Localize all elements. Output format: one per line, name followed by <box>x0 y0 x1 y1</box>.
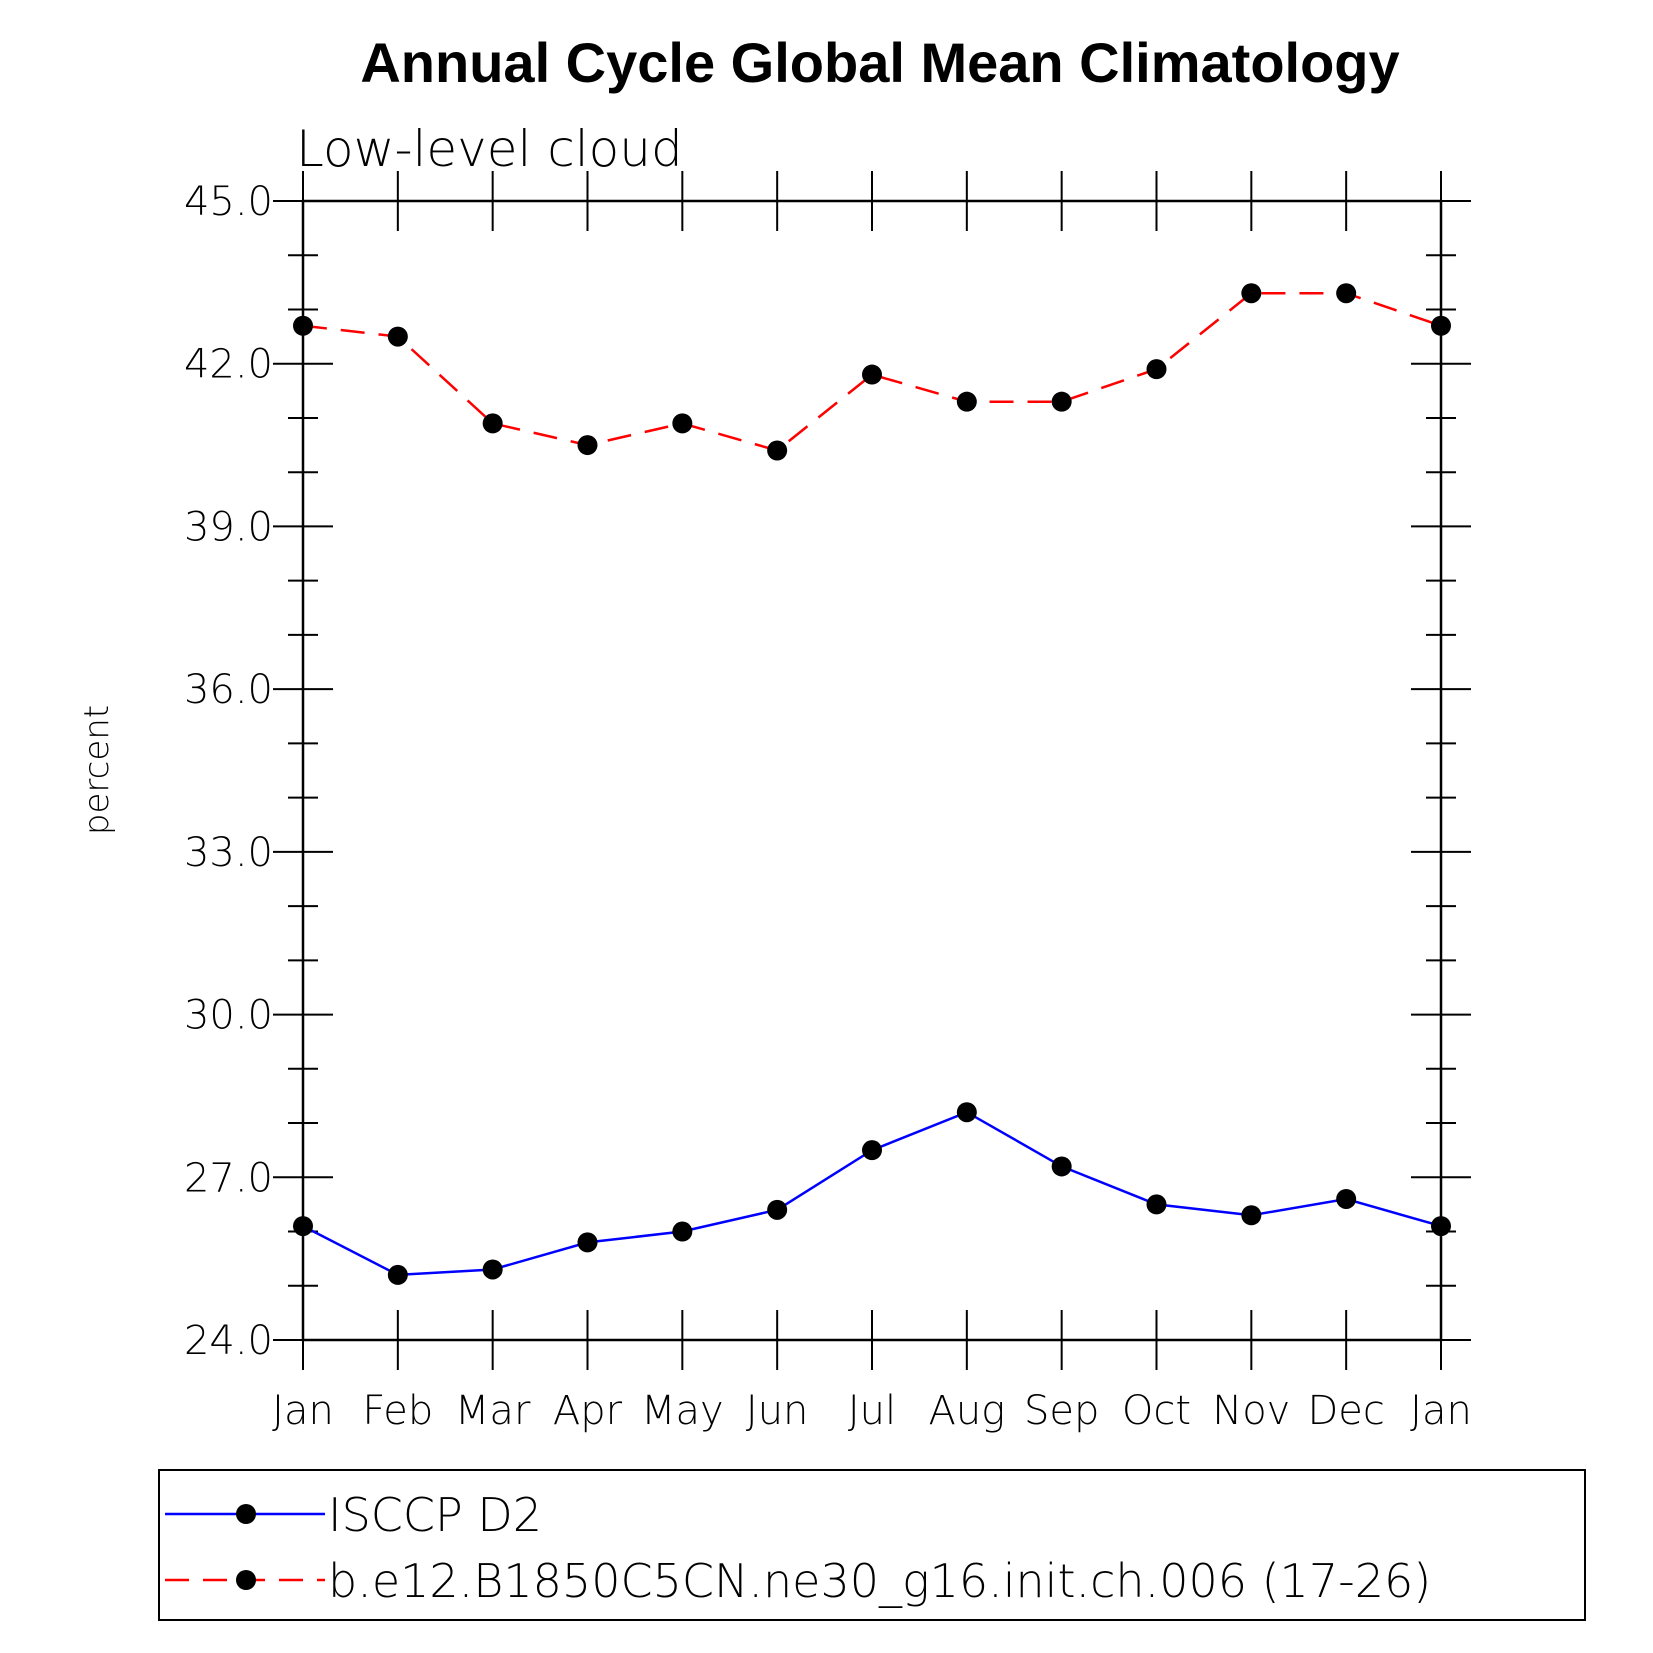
series-0-point <box>1146 1194 1167 1215</box>
x-tick-label: Nov <box>1212 1388 1290 1434</box>
series-1-point <box>387 326 408 347</box>
x-tick-label: Jul <box>848 1388 896 1434</box>
legend-label-model: b.e12.B1850C5CN.ne30_g16.init.ch.006 (17… <box>328 1554 1431 1608</box>
series-0-point <box>1241 1205 1262 1226</box>
series-0-point <box>767 1199 788 1220</box>
y-tick-label: 27.0 <box>184 1155 273 1201</box>
x-tick-label: Feb <box>362 1388 433 1434</box>
x-tick-label: Jun <box>746 1388 809 1434</box>
series-layer <box>293 283 1451 1285</box>
series-1-point <box>293 315 313 336</box>
legend-box <box>158 1469 1586 1621</box>
series-0-point <box>482 1259 503 1280</box>
y-tick-label: 45.0 <box>184 179 273 225</box>
series-line-0 <box>302 1110 1442 1277</box>
series-1-point <box>482 413 503 434</box>
series-1-point <box>862 364 882 385</box>
x-tick-label: Jan <box>1410 1388 1472 1434</box>
x-tick-label: May <box>641 1388 724 1434</box>
legend-marker-isccp <box>236 1504 256 1524</box>
x-tick-label: Sep <box>1024 1388 1099 1434</box>
y-tick-label: 33.0 <box>184 830 273 876</box>
series-0-point <box>862 1140 882 1161</box>
series-1-point <box>1051 391 1072 412</box>
y-axis-label: percent <box>77 705 117 835</box>
axes: 24.0 27.0 30.0 33.0 36.0 39.0 42.0 45.0 Jan Feb Ma… <box>184 171 1472 1434</box>
legend-marker-model <box>236 1570 256 1590</box>
series-0-point <box>1336 1188 1357 1209</box>
x-tick-label: Apr <box>553 1388 623 1434</box>
series-0-point <box>387 1264 408 1285</box>
x-tick-label: Oct <box>1122 1388 1191 1434</box>
series-0-point <box>293 1216 313 1237</box>
series-1-point <box>1431 315 1451 336</box>
legend: ISCCP D2 b.e12.B1850C5CN.ne30_g16.init.c… <box>158 1469 1586 1621</box>
series-1-point <box>956 391 977 412</box>
series-0-point <box>956 1102 977 1123</box>
chart-title: Annual Cycle Global Mean Climatology <box>360 31 1399 94</box>
x-tick-label: Mar <box>455 1388 531 1434</box>
chart-subtitle: Low-level cloud <box>296 120 683 178</box>
y-tick-label: 30.0 <box>184 993 273 1039</box>
series-1-point <box>1336 283 1357 304</box>
series-1-point <box>577 435 598 456</box>
x-tick-label: Jan <box>272 1388 334 1434</box>
series-1-point <box>1146 359 1167 380</box>
y-tick-label: 24.0 <box>184 1318 273 1364</box>
y-tick-label: 42.0 <box>184 342 273 388</box>
y-tick-label: 36.0 <box>184 667 273 713</box>
series-1-point <box>1241 283 1262 304</box>
series-0-point <box>1051 1156 1072 1177</box>
legend-label-isccp: ISCCP D2 <box>328 1488 542 1542</box>
series-1-point <box>672 413 693 434</box>
x-tick-label: Aug <box>928 1388 1005 1434</box>
x-tick-label: Dec <box>1307 1388 1384 1434</box>
series-0-point <box>1431 1216 1451 1237</box>
series-1-point <box>767 440 788 461</box>
y-tick-label: 39.0 <box>184 504 273 550</box>
series-0-point <box>672 1221 693 1242</box>
series-0-point <box>577 1232 598 1253</box>
